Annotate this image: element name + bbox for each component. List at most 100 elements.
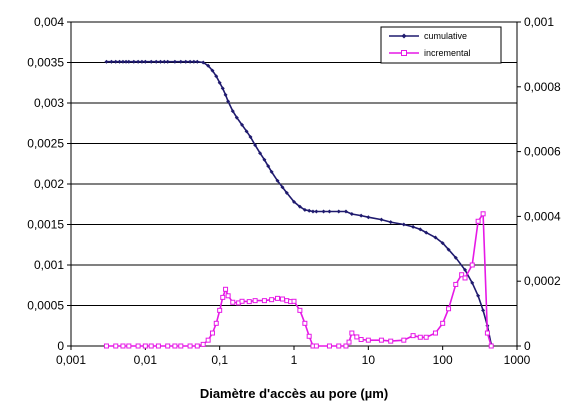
incremental-point — [297, 307, 303, 313]
cumulative-point — [433, 235, 438, 240]
cumulative-point — [139, 59, 144, 64]
incremental-point — [480, 211, 486, 217]
incremental-point — [484, 330, 490, 336]
y-tick-label: 0,0015 — [27, 218, 64, 232]
incremental-point — [261, 298, 267, 304]
incremental-point — [113, 343, 119, 349]
cumulative-point — [120, 59, 125, 64]
incremental-point — [220, 294, 226, 300]
incremental-point — [239, 298, 245, 304]
incremental-point — [306, 333, 312, 339]
incremental-point — [440, 320, 446, 326]
cumulative-point — [314, 209, 319, 214]
cumulative-point — [201, 60, 206, 65]
legend-marker-incremental — [401, 50, 407, 56]
cumulative-point — [126, 59, 131, 64]
cumulative-point — [275, 178, 280, 183]
cumulative-point — [470, 280, 475, 285]
incremental-point — [432, 330, 438, 336]
cumulative-point — [476, 293, 481, 298]
cumulative-point — [214, 74, 219, 79]
cumulative-point — [154, 59, 159, 64]
incremental-point — [453, 281, 459, 287]
incremental-point — [230, 299, 236, 305]
incremental-point — [252, 298, 258, 304]
x-tick-label: 0,1 — [211, 353, 228, 367]
cumulative-point — [234, 115, 239, 120]
cumulative-point — [280, 185, 285, 190]
incremental-point — [358, 337, 364, 343]
legend: cumulative incremental — [380, 26, 502, 64]
x-tick-label: 1 — [291, 353, 298, 367]
incremental-point — [302, 320, 308, 326]
cumulative-point — [310, 209, 315, 214]
cumulative-point — [149, 59, 154, 64]
cumulative-point — [248, 135, 253, 140]
y2-tick-label: 0,001 — [524, 15, 554, 29]
y-tick-label: 0,0005 — [27, 299, 64, 313]
cumulative-point — [292, 199, 296, 204]
cumulative-point — [178, 59, 183, 64]
cumulative-point — [401, 222, 406, 227]
cumulative-point — [481, 308, 486, 313]
incremental-point — [279, 296, 285, 302]
incremental-point — [388, 338, 394, 344]
y-tick-label: 0,002 — [34, 177, 64, 191]
incremental-point — [209, 330, 215, 336]
incremental-point — [194, 343, 200, 349]
incremental-point — [475, 218, 481, 224]
cumulative-point — [418, 227, 423, 232]
cumulative-point — [165, 59, 170, 64]
y2-tick-label: 0 — [524, 339, 531, 353]
x-tick-label: 10 — [362, 353, 376, 367]
incremental-point — [291, 298, 297, 304]
incremental-point — [205, 337, 211, 343]
incremental-point — [225, 293, 231, 299]
cumulative-point — [226, 99, 231, 104]
cumulative-point — [366, 215, 371, 220]
x-tick-label: 0,01 — [134, 353, 158, 367]
cumulative-point — [253, 143, 258, 148]
cumulative-point — [217, 80, 222, 85]
y-tick-label: 0,003 — [34, 96, 64, 110]
legend-items: cumulative incremental — [389, 31, 471, 58]
incremental-point — [142, 343, 148, 349]
cumulative-point — [321, 209, 326, 214]
incremental-point — [155, 343, 161, 349]
legend-marker-cumulative — [401, 33, 407, 39]
x-tick-label: 0,001 — [56, 353, 86, 367]
cumulative-point — [297, 204, 302, 209]
incremental-point — [365, 337, 371, 343]
legend-box — [380, 26, 502, 64]
cumulative-point — [446, 247, 451, 252]
x-tick-labels: 0,001 0,01 0,1 1 10 100 1000 — [56, 353, 531, 367]
cumulative-point — [453, 255, 458, 260]
y2-tick-label: 0,0004 — [524, 209, 561, 223]
incremental-point — [217, 307, 223, 313]
y2-tick-label: 0,0002 — [524, 274, 561, 288]
incremental-point — [269, 297, 275, 303]
incremental-point — [313, 343, 319, 349]
incremental-point — [469, 262, 475, 268]
incremental-point — [275, 295, 281, 301]
cumulative-point — [284, 190, 289, 195]
incremental-point — [200, 341, 206, 347]
cumulative-point — [343, 209, 348, 214]
cumulative-point — [388, 220, 393, 225]
incremental-point — [213, 320, 219, 326]
x-tick-label: 1000 — [504, 353, 531, 367]
legend-label-cumulative: cumulative — [424, 31, 467, 41]
cumulative-point — [162, 59, 167, 64]
cumulative-point — [411, 224, 416, 229]
series-incremental — [103, 211, 494, 349]
y-tick-labels: 0 0,0005 0,001 0,0015 0,002 0,0025 0,003 0,0035… — [27, 15, 64, 353]
cumulative-point — [183, 59, 188, 64]
cumulative-point — [240, 122, 245, 127]
y2-tick-label: 0,0006 — [524, 145, 561, 159]
incremental-point — [120, 343, 126, 349]
incremental-point — [178, 343, 184, 349]
cumulative-point — [302, 207, 307, 212]
cumulative-point — [131, 59, 136, 64]
y-tick-label: 0,001 — [34, 258, 64, 272]
